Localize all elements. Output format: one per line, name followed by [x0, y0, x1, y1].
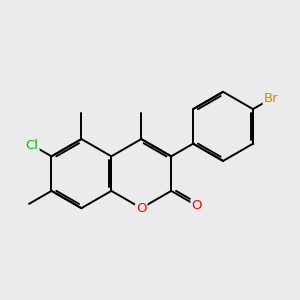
Text: Br: Br	[264, 92, 278, 105]
Text: Cl: Cl	[26, 139, 38, 152]
Text: O: O	[136, 202, 146, 215]
Text: O: O	[191, 199, 202, 212]
